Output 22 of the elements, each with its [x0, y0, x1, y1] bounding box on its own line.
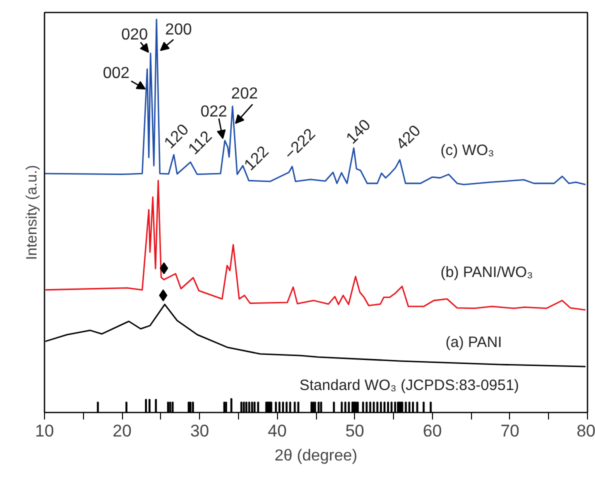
series-label: Standard WO₃ (JCPDS:83-0951)	[300, 377, 520, 394]
x-tick-label: 70	[500, 422, 520, 440]
annotation: 022	[200, 104, 228, 121]
x-tick-label: 80	[576, 422, 595, 440]
series-label: (b) PANI/WO₃	[440, 264, 533, 281]
x-tick-label: 60	[422, 422, 442, 440]
x-tick-label: 30	[190, 422, 210, 440]
series-label: (a) PANI	[446, 334, 502, 351]
x-axis-title: 2θ (degree)	[274, 448, 358, 464]
x-tick-label: 10	[35, 422, 54, 440]
x-tick-label: 20	[112, 422, 132, 440]
annotation: 200	[165, 22, 192, 38]
annotation: 202	[231, 85, 258, 102]
annotation: 122	[241, 143, 272, 174]
x-tick-label: 40	[268, 422, 287, 440]
annotation: 002	[102, 65, 130, 82]
series-label: (c) WO₃	[440, 142, 494, 159]
x-tick-label: 50	[345, 422, 364, 440]
annotation: 140	[343, 116, 374, 148]
annotation: 020	[121, 26, 148, 44]
y-axis-title: Intensity (a.u.)	[24, 164, 40, 260]
annotation: 420	[393, 122, 424, 154]
